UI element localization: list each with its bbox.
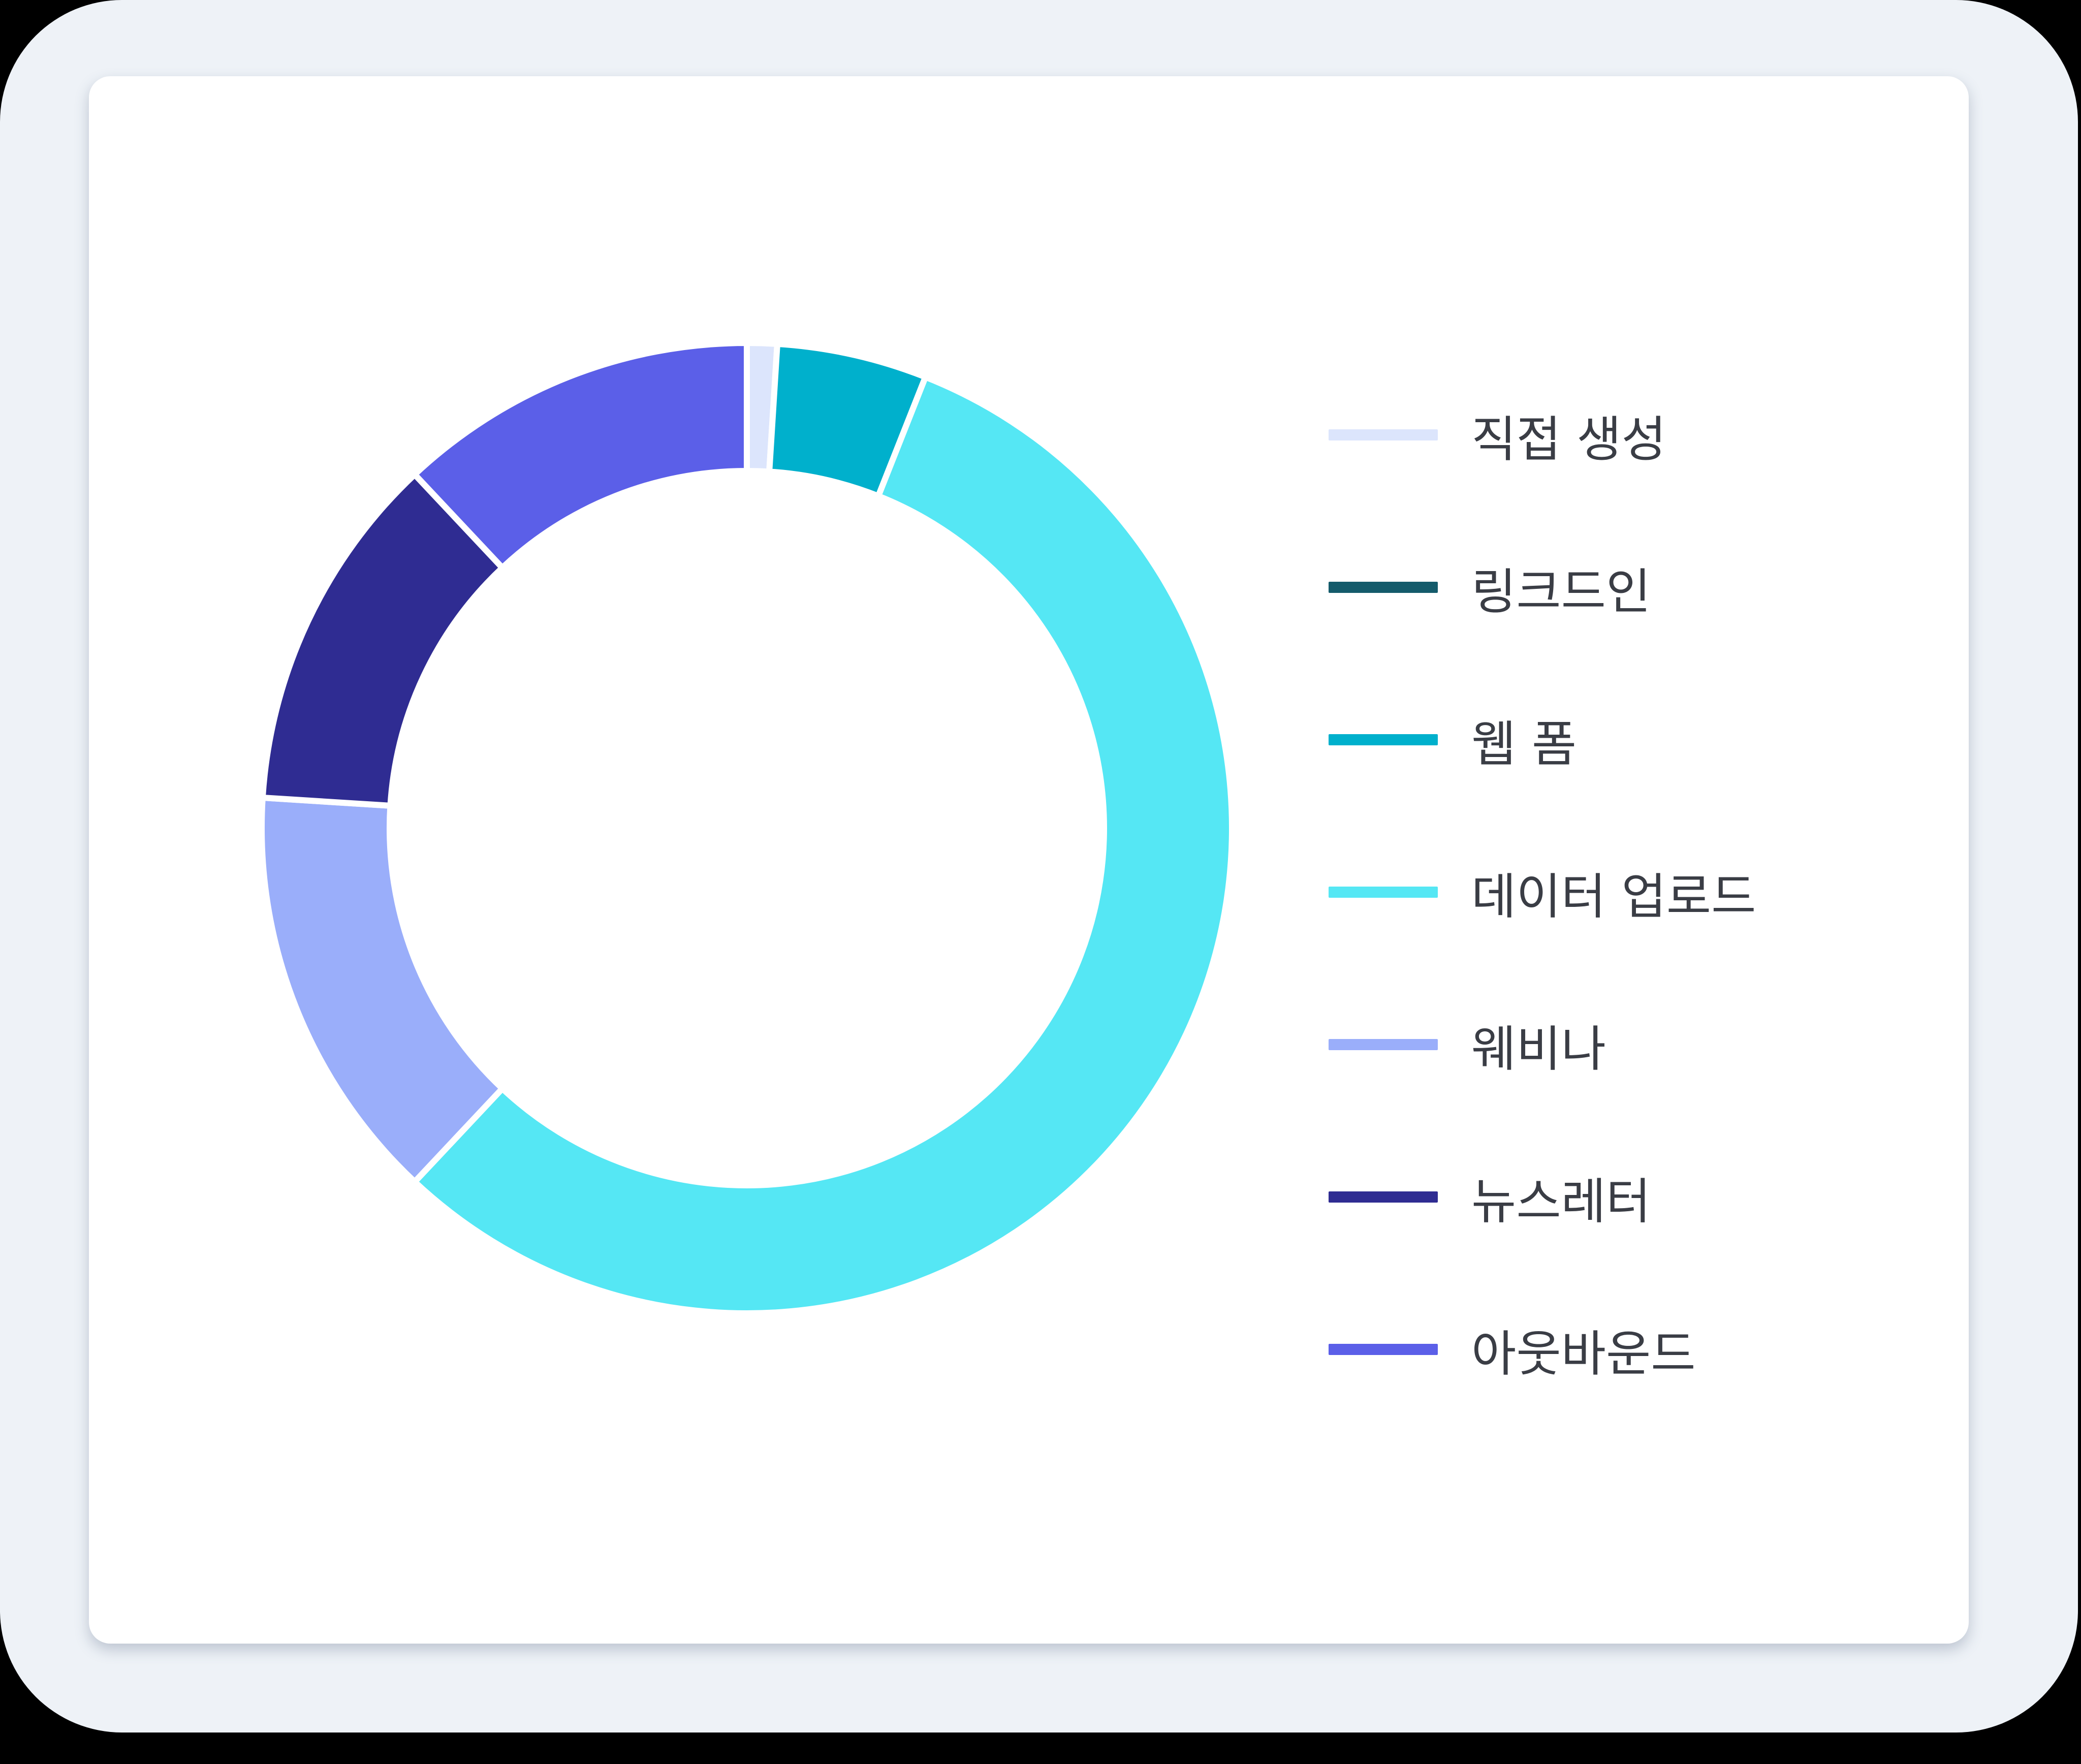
donut-slice-6[interactable]: [410, 339, 750, 573]
legend-label: 웨비나: [1471, 1020, 1606, 1078]
legend-item-2[interactable]: 웹 폼: [1329, 664, 1756, 816]
legend-swatch: [1329, 429, 1438, 440]
legend-swatch: [1329, 1039, 1438, 1050]
legend-item-6[interactable]: 아웃바운드: [1329, 1273, 1756, 1426]
legend-item-5[interactable]: 뉴스레터: [1329, 1121, 1756, 1273]
legend-label: 웹 폼: [1471, 715, 1577, 773]
legend-label: 링크드인: [1471, 563, 1651, 620]
legend-swatch: [1329, 1344, 1438, 1355]
legend-swatch: [1329, 1191, 1438, 1203]
donut-slice-4[interactable]: [259, 794, 507, 1186]
legend-swatch: [1329, 582, 1438, 593]
legend-item-1[interactable]: 링크드인: [1329, 511, 1756, 664]
legend-item-0[interactable]: 직접 생성: [1329, 359, 1756, 511]
donut-slices: [259, 339, 1235, 1316]
donut-chart: [259, 339, 1235, 1316]
legend-label: 뉴스레터: [1471, 1173, 1651, 1230]
legend-item-4[interactable]: 웨비나: [1329, 968, 1756, 1121]
legend-item-3[interactable]: 데이터 업로드: [1329, 816, 1756, 968]
donut-slice-3[interactable]: [410, 373, 1235, 1316]
legend-label: 데이터 업로드: [1471, 868, 1756, 925]
legend-swatch: [1329, 887, 1438, 898]
legend-swatch: [1329, 734, 1438, 745]
legend-label: 아웃바운드: [1471, 1325, 1696, 1382]
legend-label: 직접 생성: [1471, 411, 1666, 468]
